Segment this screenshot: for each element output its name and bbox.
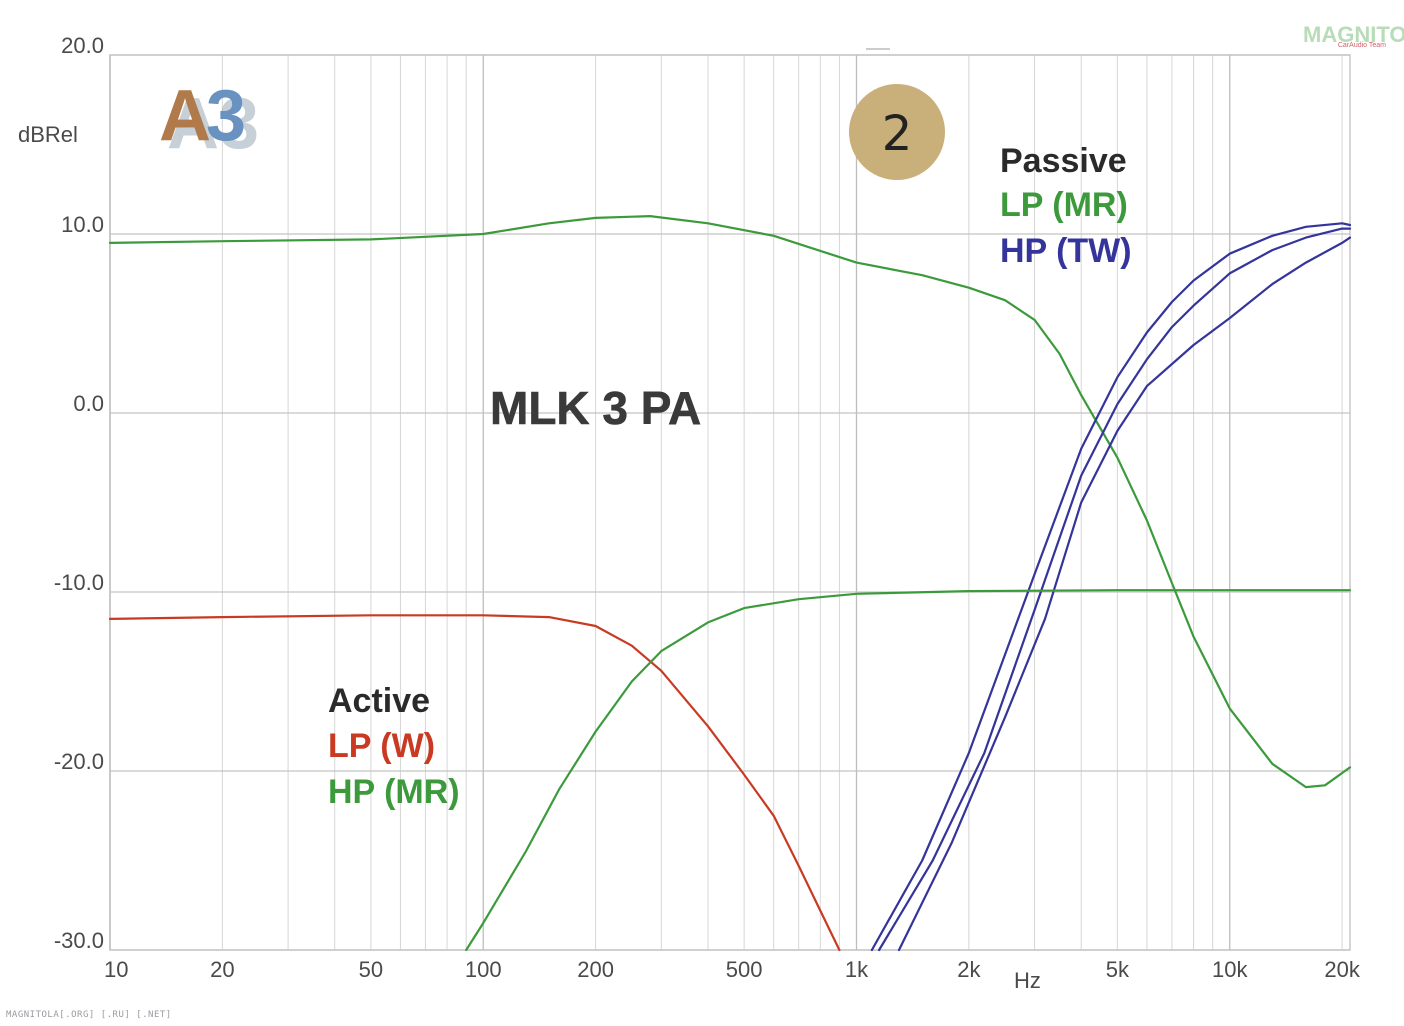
x-tick-label: 10k xyxy=(1212,957,1248,982)
y-tick-labels: 20.0 10.0 0.0 -10.0 -20.0 -30.0 xyxy=(54,33,104,953)
x-tick-label: 5k xyxy=(1106,957,1130,982)
y-tick-label: 0.0 xyxy=(73,391,104,416)
x-tick-label: 10 xyxy=(104,957,128,982)
horizontal-grid xyxy=(110,54,1350,951)
plot-area xyxy=(109,54,1351,951)
series-group xyxy=(108,215,1352,952)
legend-heading-active: Active xyxy=(328,682,430,720)
legend-heading-passive: Passive xyxy=(1000,142,1127,180)
series-line-2 xyxy=(878,227,1352,952)
logo-shadow: A3 xyxy=(167,84,259,164)
y-tick-label: -20.0 xyxy=(54,749,104,774)
watermark-sub: CarAudio Team xyxy=(1338,42,1386,49)
x-tick-label: 1k xyxy=(845,957,869,982)
x-tick-label: 200 xyxy=(577,957,614,982)
series-line-3 xyxy=(897,236,1352,952)
legend-item-active-hp-mr: HP (MR) xyxy=(328,773,460,811)
legend-item-active-lp-w: LP (W) xyxy=(328,727,435,765)
a3-logo: A3 A 3 xyxy=(159,76,259,164)
x-tick-labels: 10 20 50 100 200 500 1k 2k 5k 10k 20k xyxy=(104,957,1361,982)
y-tick-label: -10.0 xyxy=(54,570,104,595)
y-tick-label: 10.0 xyxy=(61,212,104,237)
x-tick-label: 20 xyxy=(210,957,234,982)
badge: 2 xyxy=(849,84,945,180)
series-line-5 xyxy=(465,589,1352,952)
series-line-0 xyxy=(108,215,1352,789)
x-tick-label: 2k xyxy=(957,957,981,982)
y-axis-label: dBRel xyxy=(18,122,78,147)
x-axis-label: Hz xyxy=(1014,968,1041,993)
logo-3: 3 xyxy=(206,76,246,156)
badge-circle xyxy=(849,84,945,180)
magnitola-watermark: MAGNITOLA CarAudio Team xyxy=(1303,22,1404,49)
badge-number: 2 xyxy=(882,106,913,162)
logo-a: A xyxy=(159,76,211,156)
legend-item-passive-lp-mr: LP (MR) xyxy=(1000,186,1128,224)
x-tick-label: 20k xyxy=(1324,957,1360,982)
series-line-1 xyxy=(870,222,1352,952)
legend-item-passive-hp-tw: HP (TW) xyxy=(1000,232,1132,270)
watermark-brand: MAGNITOLA xyxy=(1303,22,1404,47)
x-tick-label: 50 xyxy=(359,957,383,982)
chart-title: MLK 3 PA xyxy=(490,382,701,434)
y-tick-label: -30.0 xyxy=(54,928,104,953)
y-tick-label: 20.0 xyxy=(61,33,104,58)
series-line-4 xyxy=(108,614,841,952)
bottom-watermark: MAGNITOLA[.ORG] [.RU] [.NET] xyxy=(6,1010,172,1020)
x-tick-label: 100 xyxy=(465,957,502,982)
x-tick-label: 500 xyxy=(726,957,763,982)
